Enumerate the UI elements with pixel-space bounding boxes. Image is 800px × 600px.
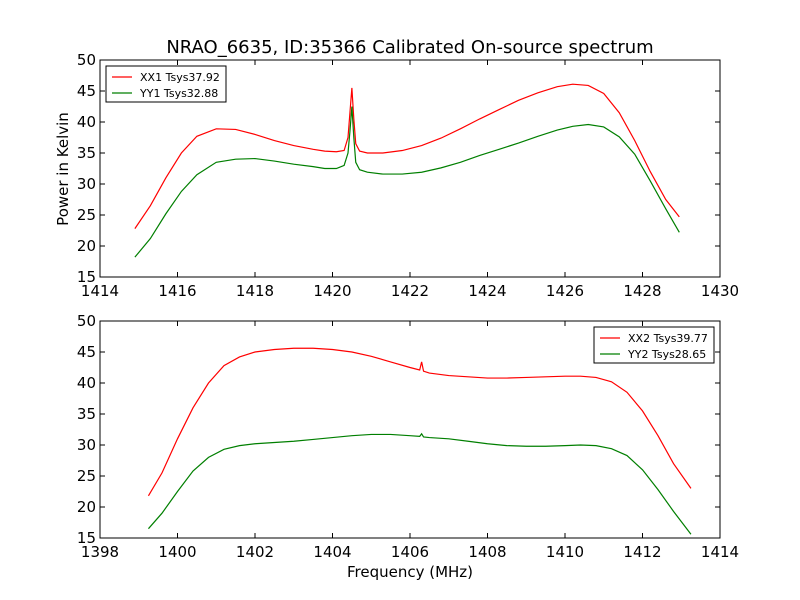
y-tick-label: 45: [77, 343, 96, 361]
legend-entry: YY1 Tsys32.88: [139, 87, 218, 100]
y-tick-label: 50: [77, 312, 96, 330]
x-tick-label: 1414: [81, 282, 119, 300]
top-panel: 1414 1416 1418 1420 1422 1424 1426 1428 1430 15 20…: [77, 51, 739, 300]
x-tick-label: 1414: [701, 543, 739, 561]
series-line-1-1: [147, 432, 692, 535]
x-tick-label: 1428: [623, 282, 661, 300]
y-tick-label: 45: [77, 82, 96, 100]
y-tick-label: 30: [77, 175, 96, 193]
series-line-0-0: [134, 83, 680, 229]
x-tick-label: 1416: [158, 282, 196, 300]
x-tick-label: 1406: [391, 543, 429, 561]
x-tick-label: 1410: [546, 543, 584, 561]
legend-entry: YY2 Tsys28.65: [627, 348, 706, 361]
y-tick-label: 40: [77, 374, 96, 392]
x-tick-label: 1408: [468, 543, 506, 561]
legend-box: [593, 326, 715, 364]
y-tick-label: 20: [77, 498, 96, 516]
chart-title: NRAO_6635, ID:35366 Calibrated On-source…: [166, 37, 653, 58]
legend-entry: XX1 Tsys37.92: [140, 71, 220, 84]
x-tick-label: 1420: [313, 282, 351, 300]
legend: XX1 Tsys37.92 YY1 Tsys32.88: [105, 65, 227, 103]
x-tick-label: 1422: [391, 282, 429, 300]
y-tick-label: 20: [77, 237, 96, 255]
y-tick-label: 35: [77, 144, 96, 162]
y-tick-label: 30: [77, 436, 96, 454]
x-tick-label: 1418: [236, 282, 274, 300]
legend-box: [105, 65, 227, 103]
x-tick-label: 1430: [701, 282, 739, 300]
legend-entry: XX2 Tsys39.77: [628, 332, 708, 345]
series-line-0-1: [134, 106, 680, 258]
y-tick-label: 40: [77, 113, 96, 131]
y-tick-label: 25: [77, 206, 96, 224]
legend: XX2 Tsys39.77 YY2 Tsys28.65: [593, 326, 715, 364]
x-tick-label: 1412: [623, 543, 661, 561]
y-tick-label: 50: [77, 51, 96, 69]
x-tick-label: 1426: [546, 282, 584, 300]
bottom-panel: 1398 1400 1402 1404 1406 1408 1410 1412 1414 15 20…: [77, 312, 739, 561]
x-tick-label: 1424: [468, 282, 506, 300]
series-line-1-0: [147, 347, 692, 497]
y-tick-label: 35: [77, 405, 96, 423]
x-tick-label: 1398: [81, 543, 119, 561]
y-axis-label: Power in Kelvin: [54, 112, 72, 226]
y-tick-label: 15: [77, 268, 96, 286]
x-tick-label: 1400: [158, 543, 196, 561]
x-tick-label: 1404: [313, 543, 351, 561]
y-tick-label: 15: [77, 529, 96, 547]
x-tick-label: 1402: [236, 543, 274, 561]
x-axis-label: Frequency (MHz): [347, 563, 473, 581]
y-tick-label: 25: [77, 467, 96, 485]
